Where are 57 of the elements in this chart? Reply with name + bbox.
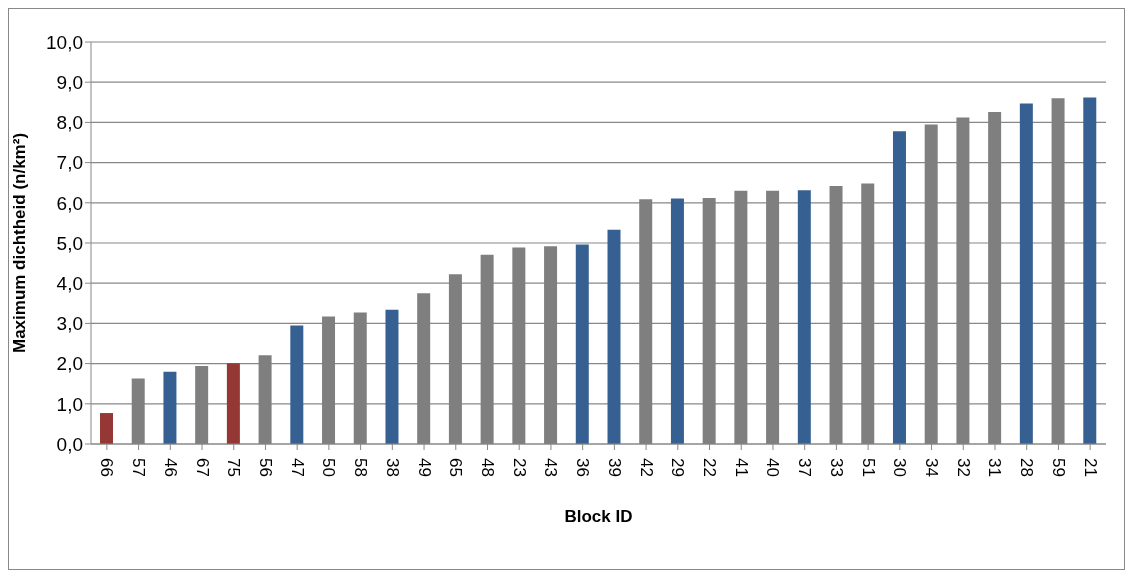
x-tick-label: 67 (192, 458, 212, 477)
x-tick-label: 32 (953, 458, 973, 477)
y-tick-label: 0,0 (56, 433, 83, 455)
x-tick-label: 46 (160, 458, 180, 477)
x-tick-label: 28 (1017, 458, 1037, 477)
x-tick-label: 59 (1048, 458, 1068, 477)
y-tick-label: 10,0 (46, 31, 83, 53)
x-tick-label: 43 (541, 458, 561, 477)
x-tick-label: 23 (509, 458, 529, 477)
bar (607, 229, 621, 444)
x-tick-label: 22 (700, 458, 720, 477)
x-tick-label: 30 (890, 458, 910, 477)
x-tick-label: 48 (477, 458, 497, 477)
x-tick-label: 39 (604, 458, 624, 477)
x-tick-label: 38 (382, 458, 402, 477)
x-tick-label: 49 (414, 458, 434, 477)
y-tick-label: 1,0 (56, 393, 83, 415)
bar (575, 244, 589, 444)
x-axis-title: Block ID (564, 507, 633, 526)
bar (1019, 103, 1033, 444)
bar (163, 371, 177, 444)
x-tick-label: 42 (636, 458, 656, 477)
x-tick-label: 57 (129, 458, 149, 477)
x-tick-label: 40 (763, 458, 783, 477)
bar (226, 363, 240, 444)
y-tick-label: 4,0 (56, 272, 83, 294)
x-tick-label: 37 (795, 458, 815, 477)
bar (1083, 97, 1097, 444)
x-tick-label: 29 (668, 458, 688, 477)
x-tick-label: 21 (1080, 458, 1100, 477)
bar (100, 413, 113, 444)
x-tick-label: 47 (287, 458, 307, 477)
x-tick-label: 31 (985, 458, 1005, 477)
y-tick-label: 7,0 (56, 152, 83, 174)
y-tick-label: 3,0 (56, 313, 83, 335)
y-axis-title: Maximum dichtheid (n/km²) (10, 132, 30, 354)
x-tick-label: 66 (97, 458, 117, 477)
bar (670, 198, 684, 444)
x-tick-label: 34 (922, 458, 942, 477)
y-tick-label: 9,0 (56, 71, 83, 93)
bar (385, 309, 399, 444)
x-tick-label: 33 (826, 458, 846, 477)
bar (290, 325, 304, 444)
x-tick-label: 75 (224, 458, 244, 477)
x-tick-label: 65 (446, 458, 466, 477)
x-tick-label: 58 (351, 458, 371, 477)
x-tick-label: 41 (731, 458, 751, 477)
bar (892, 131, 906, 444)
x-tick-label: 56 (255, 458, 275, 477)
x-tick-label: 36 (573, 458, 593, 477)
y-tick-label: 5,0 (56, 232, 83, 254)
x-tick-label: 51 (858, 458, 878, 477)
y-tick-label: 2,0 (56, 353, 83, 375)
y-tick-label: 6,0 (56, 192, 83, 214)
y-tick-label: 8,0 (56, 112, 83, 134)
x-tick-label: 50 (319, 458, 339, 477)
bar (797, 190, 811, 444)
